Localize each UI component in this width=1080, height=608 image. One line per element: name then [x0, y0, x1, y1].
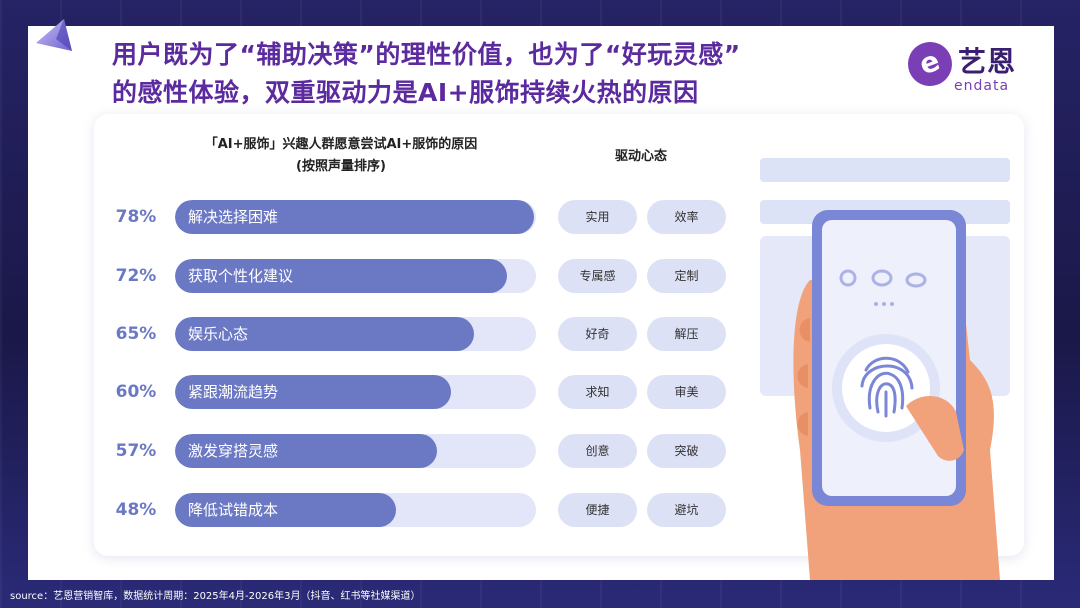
bar-row: 57% 激发穿搭灵感 创意 突破 — [0, 434, 1080, 468]
bar-fill — [175, 200, 534, 234]
chat-bubble-icon — [839, 269, 857, 287]
bar-track — [175, 493, 536, 527]
bar-track — [175, 375, 536, 409]
bar-category-label: 紧跟潮流趋势 — [188, 383, 279, 401]
bar-fill — [175, 493, 396, 527]
logo-mark: e — [901, 35, 959, 93]
bar-percent-label: 57% — [115, 441, 157, 461]
bar-row: 65% 娱乐心态 好奇 解压 — [0, 317, 1080, 351]
title-line-2: 的感性体验，双重驱动力是AI+服饰持续火热的原因 — [112, 78, 699, 107]
driver-tag: 解压 — [647, 317, 726, 351]
bar-row: 72% 获取个性化建议 专属感 定制 — [0, 259, 1080, 293]
bar-fill — [175, 434, 437, 468]
driver-tag: 突破 — [647, 434, 726, 468]
driver-tag: 创意 — [558, 434, 637, 468]
driver-tag: 效率 — [647, 200, 726, 234]
bar-fill — [175, 375, 451, 409]
fingers-left — [797, 318, 810, 436]
bar-track — [175, 259, 536, 293]
bar-row: 78% 解决选择困难 实用 效率 — [0, 200, 1080, 234]
weibo-icon — [905, 272, 927, 288]
bar-fill — [175, 259, 507, 293]
chart-title: 「AI+服饰」兴趣人群愿意尝试AI+服饰的原因 (按照声量排序) — [156, 134, 526, 178]
bar-category-label: 获取个性化建议 — [188, 267, 294, 285]
bar-percent-label: 65% — [115, 324, 157, 344]
driver-tag: 好奇 — [558, 317, 637, 351]
chart-title-main: 「AI+服饰」兴趣人群愿意尝试AI+服饰的原因 — [204, 137, 478, 152]
bar-category-label: 降低试错成本 — [188, 501, 279, 519]
logo-cn-text: 艺恩 — [958, 45, 1017, 78]
wechat-icon — [871, 269, 893, 287]
page-block-1 — [760, 158, 1010, 182]
driver-tag: 求知 — [558, 375, 637, 409]
bar-percent-label: 60% — [115, 382, 157, 402]
driver-tag: 避坑 — [647, 493, 726, 527]
page-title: 用户既为了“辅助决策”的理性价值，也为了“好玩灵感” 的感性体验，双重驱动力是A… — [112, 36, 932, 112]
title-line-1: 用户既为了“辅助决策”的理性价值，也为了“好玩灵感” — [112, 40, 741, 69]
bar-percent-label: 72% — [115, 266, 157, 286]
bar-track — [175, 317, 536, 351]
bar-percent-label: 78% — [115, 207, 157, 227]
bar-fill — [175, 317, 474, 351]
title-triangle-icon — [36, 19, 72, 51]
bar-track — [175, 200, 536, 234]
bar-category-label: 解决选择困难 — [188, 208, 279, 226]
bar-track — [175, 434, 536, 468]
phone-illustration — [760, 158, 1010, 580]
dots-icon — [874, 302, 894, 306]
thumb-shape — [906, 395, 964, 461]
brand-logo: e 艺恩 endata — [901, 35, 1038, 100]
drivers-column-title: 驱动心态 — [614, 149, 667, 164]
driver-tag: 定制 — [647, 259, 726, 293]
footer-source: source：艺恩营销智库，数据统计周期：2025年4月-2026年3月（抖音、… — [10, 591, 421, 602]
chart-title-sub: (按照声量排序) — [296, 159, 386, 174]
logo-en-text: endata — [954, 78, 1010, 94]
driver-tag: 审美 — [647, 375, 726, 409]
fingerprint-icon — [860, 356, 914, 418]
bar-row: 48% 降低试错成本 便捷 避坑 — [0, 493, 1080, 527]
bar-category-label: 激发穿搭灵感 — [188, 442, 279, 460]
bar-percent-label: 48% — [115, 500, 157, 520]
bar-row: 60% 紧跟潮流趋势 求知 审美 — [0, 375, 1080, 409]
driver-tag: 专属感 — [558, 259, 637, 293]
driver-tag: 便捷 — [558, 493, 637, 527]
driver-tag: 实用 — [558, 200, 637, 234]
bar-category-label: 娱乐心态 — [188, 325, 249, 343]
